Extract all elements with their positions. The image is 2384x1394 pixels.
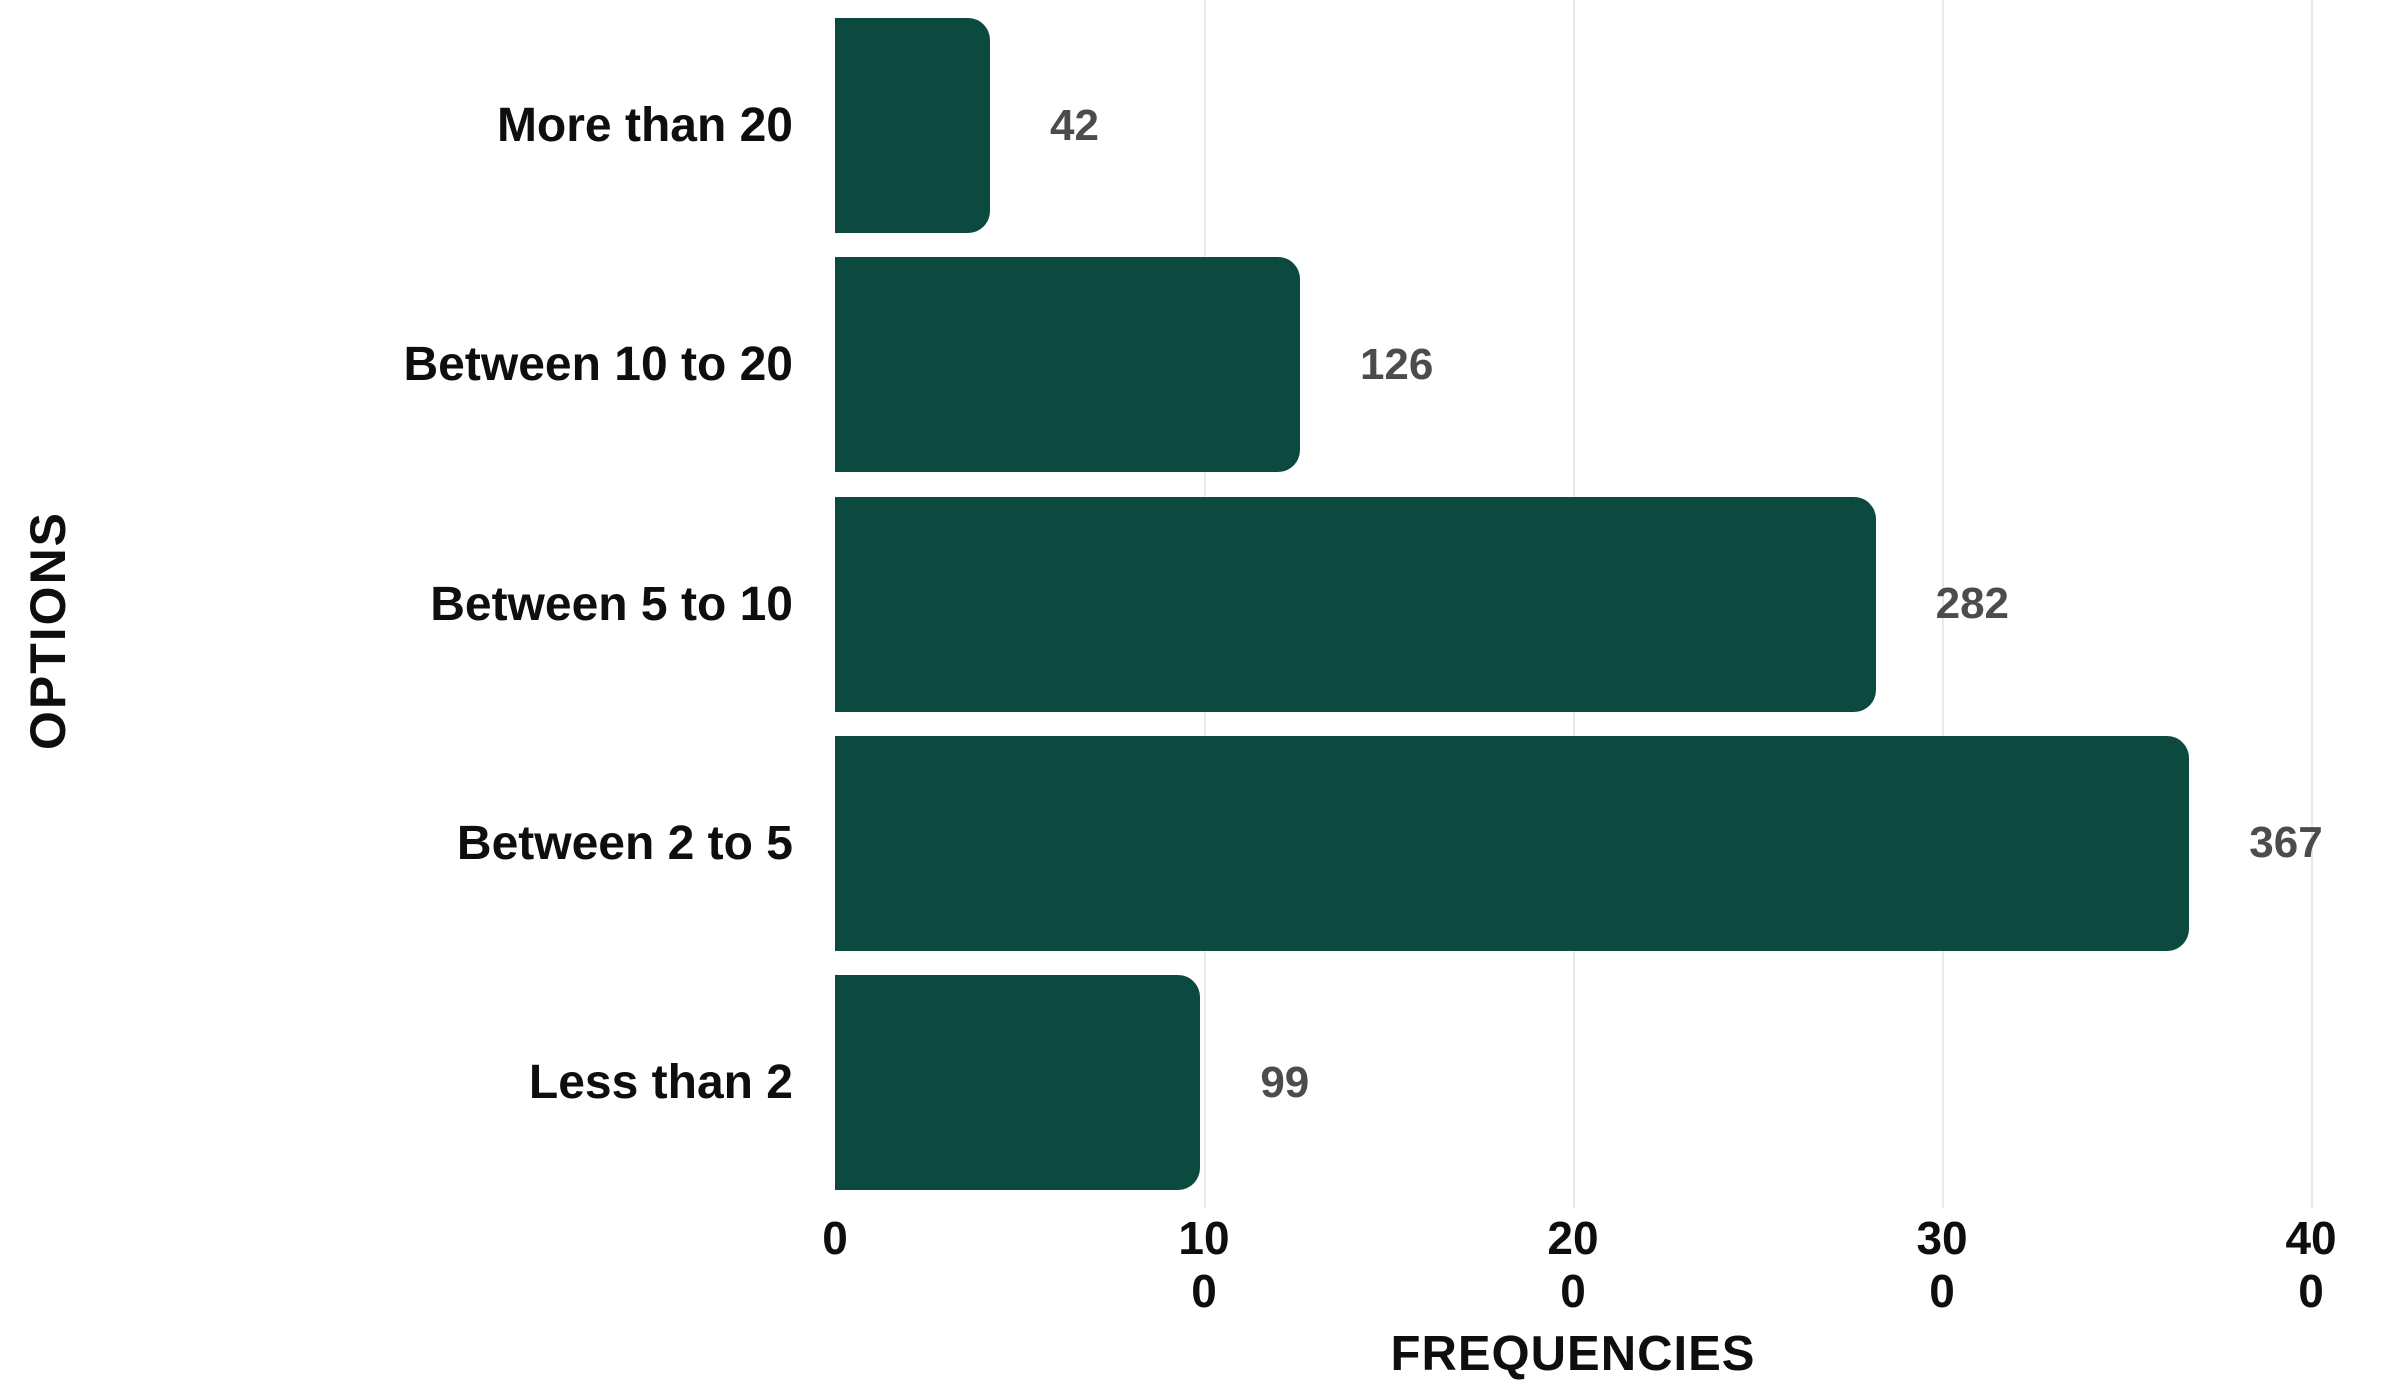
x-tick-label-300: 30 0 — [1916, 1212, 1967, 1319]
x-tick-line: 0 — [1191, 1265, 1217, 1318]
x-tick-label-0: 0 — [822, 1212, 848, 1265]
x-tick-line: 30 — [1916, 1212, 1968, 1264]
category-label: Between 2 to 5 — [456, 816, 793, 870]
bar — [835, 735, 2190, 951]
bar-row: 42 — [835, 18, 2384, 233]
x-tick-line: 0 — [822, 1212, 848, 1264]
x-tick-line: 0 — [1560, 1265, 1586, 1318]
category-label: Between 5 to 10 — [430, 577, 793, 631]
bar-value-label: 367 — [2249, 818, 2323, 868]
bar — [835, 496, 1876, 712]
x-tick-line: 0 — [1929, 1265, 1955, 1318]
bar-row: 126 — [835, 257, 2384, 473]
bar-value-label: 126 — [1359, 339, 1434, 389]
category-label: More than 20 — [496, 99, 793, 152]
bar — [835, 257, 1300, 473]
bar — [835, 18, 990, 233]
category-label: Less than 2 — [528, 1056, 793, 1109]
category-label: Between 10 to 20 — [403, 338, 793, 392]
x-tick-line: 20 — [1547, 1212, 1599, 1264]
bar-value-label: 99 — [1260, 1057, 1310, 1107]
bar-value-label: 282 — [1935, 579, 2010, 628]
x-axis-title: FREQUENCIES — [1390, 1327, 1756, 1381]
x-axis-ticks: 0 10 0 20 0 30 0 40 0 — [822, 1212, 2384, 1330]
category-axis: More than 20 Between 10 to 20 Between 5 to… — [0, 18, 793, 1190]
x-tick-label-100: 10 0 — [1178, 1212, 1229, 1319]
bars-area: 42 126 282 367 99 — [835, 18, 2384, 1190]
x-tick-label-200: 20 0 — [1547, 1212, 1598, 1319]
bar — [835, 975, 1201, 1190]
gridline-300 — [1942, 0, 1945, 1208]
x-tick-line: 0 — [2298, 1265, 2324, 1318]
bar-row: 99 — [835, 975, 2384, 1190]
x-tick-label-400: 40 0 — [2285, 1212, 2336, 1319]
bar-value-label: 42 — [1049, 100, 1099, 150]
gridline-400 — [2311, 0, 2314, 1208]
x-tick-line: 40 — [2285, 1212, 2337, 1264]
bar-row: 282 — [835, 496, 2384, 712]
bar-row: 367 — [835, 735, 2384, 951]
x-tick-line: 10 — [1178, 1212, 1230, 1264]
